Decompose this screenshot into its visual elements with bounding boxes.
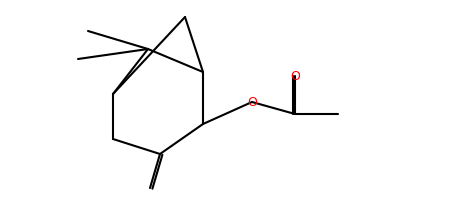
Text: O: O — [247, 96, 257, 109]
Text: O: O — [290, 70, 300, 83]
